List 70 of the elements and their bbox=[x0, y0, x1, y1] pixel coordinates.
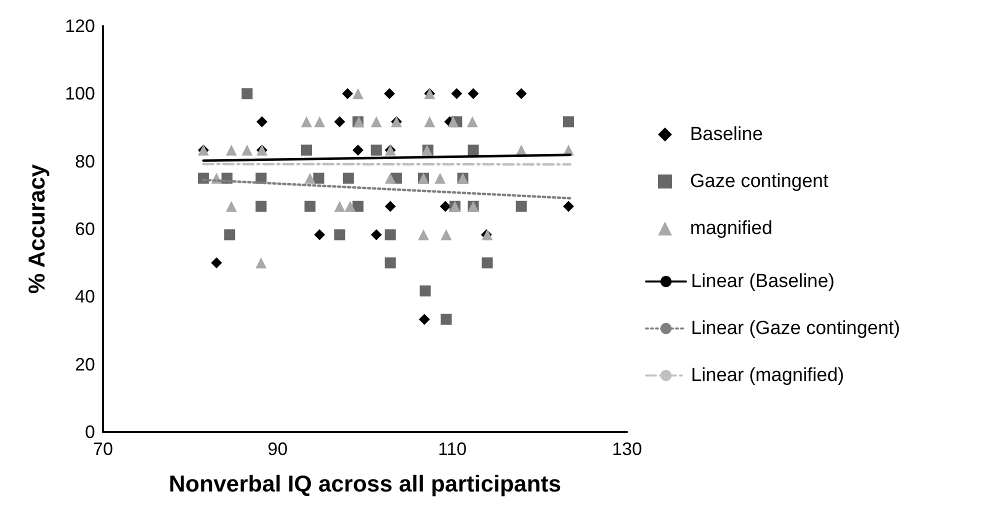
point bbox=[384, 229, 396, 240]
point bbox=[468, 88, 479, 100]
y-tick-label: 40 bbox=[74, 286, 95, 307]
legend-label: Linear (Gaze contingent) bbox=[691, 318, 900, 339]
point bbox=[468, 144, 479, 156]
point bbox=[516, 88, 527, 100]
point bbox=[466, 116, 478, 128]
point bbox=[211, 257, 222, 268]
point bbox=[440, 229, 452, 240]
point bbox=[451, 88, 462, 100]
point bbox=[314, 229, 326, 240]
point bbox=[344, 200, 356, 212]
point bbox=[384, 257, 396, 268]
point bbox=[313, 172, 324, 184]
y-tick-label: 100 bbox=[64, 84, 95, 104]
point bbox=[434, 172, 446, 184]
point bbox=[352, 144, 364, 156]
point bbox=[300, 144, 312, 156]
legend-label: Linear (Baseline) bbox=[691, 271, 835, 292]
point bbox=[342, 172, 354, 184]
point bbox=[352, 88, 364, 100]
x-tick-label: 130 bbox=[612, 439, 642, 459]
legend-label: Linear (magnified) bbox=[691, 365, 844, 386]
point bbox=[440, 314, 452, 325]
point bbox=[384, 200, 396, 212]
point bbox=[424, 116, 436, 128]
point bbox=[342, 88, 354, 100]
point bbox=[448, 116, 459, 128]
point bbox=[242, 144, 253, 156]
point bbox=[334, 116, 346, 128]
y-tick-label: 0 bbox=[84, 422, 95, 442]
y-tick-label: 80 bbox=[74, 151, 95, 172]
x-tick-label: 70 bbox=[92, 439, 114, 459]
point bbox=[226, 200, 237, 212]
point bbox=[352, 200, 364, 212]
point bbox=[300, 116, 312, 128]
point bbox=[384, 88, 395, 100]
point bbox=[370, 229, 382, 240]
point bbox=[418, 314, 430, 325]
point bbox=[516, 200, 527, 212]
point bbox=[482, 257, 493, 268]
y-tick-label: 60 bbox=[74, 219, 95, 239]
point bbox=[418, 229, 430, 240]
legend-label: magnified bbox=[690, 218, 772, 239]
y-axis-title: % Accuracy bbox=[24, 164, 50, 294]
point bbox=[370, 116, 382, 128]
point bbox=[334, 200, 346, 212]
point bbox=[256, 116, 268, 128]
point bbox=[256, 200, 267, 212]
point bbox=[224, 229, 236, 240]
point bbox=[384, 172, 396, 184]
x-tick-label: 90 bbox=[268, 439, 288, 459]
point bbox=[334, 229, 346, 240]
legend-label: Baseline bbox=[690, 124, 763, 145]
point bbox=[242, 88, 253, 100]
point bbox=[440, 200, 451, 212]
x-axis-title: Nonverbal IQ across all participants bbox=[168, 470, 562, 496]
point bbox=[314, 116, 326, 128]
point bbox=[420, 285, 431, 296]
legend-label: Gaze contingent bbox=[690, 171, 830, 192]
y-tick-label: 20 bbox=[74, 354, 95, 374]
point bbox=[304, 200, 316, 212]
y-tick-label: 120 bbox=[64, 16, 95, 36]
point bbox=[304, 172, 316, 184]
x-tick-label: 110 bbox=[438, 439, 467, 459]
point bbox=[562, 200, 574, 212]
point bbox=[256, 257, 267, 268]
point bbox=[562, 116, 574, 128]
point bbox=[370, 144, 382, 156]
point bbox=[226, 144, 237, 156]
